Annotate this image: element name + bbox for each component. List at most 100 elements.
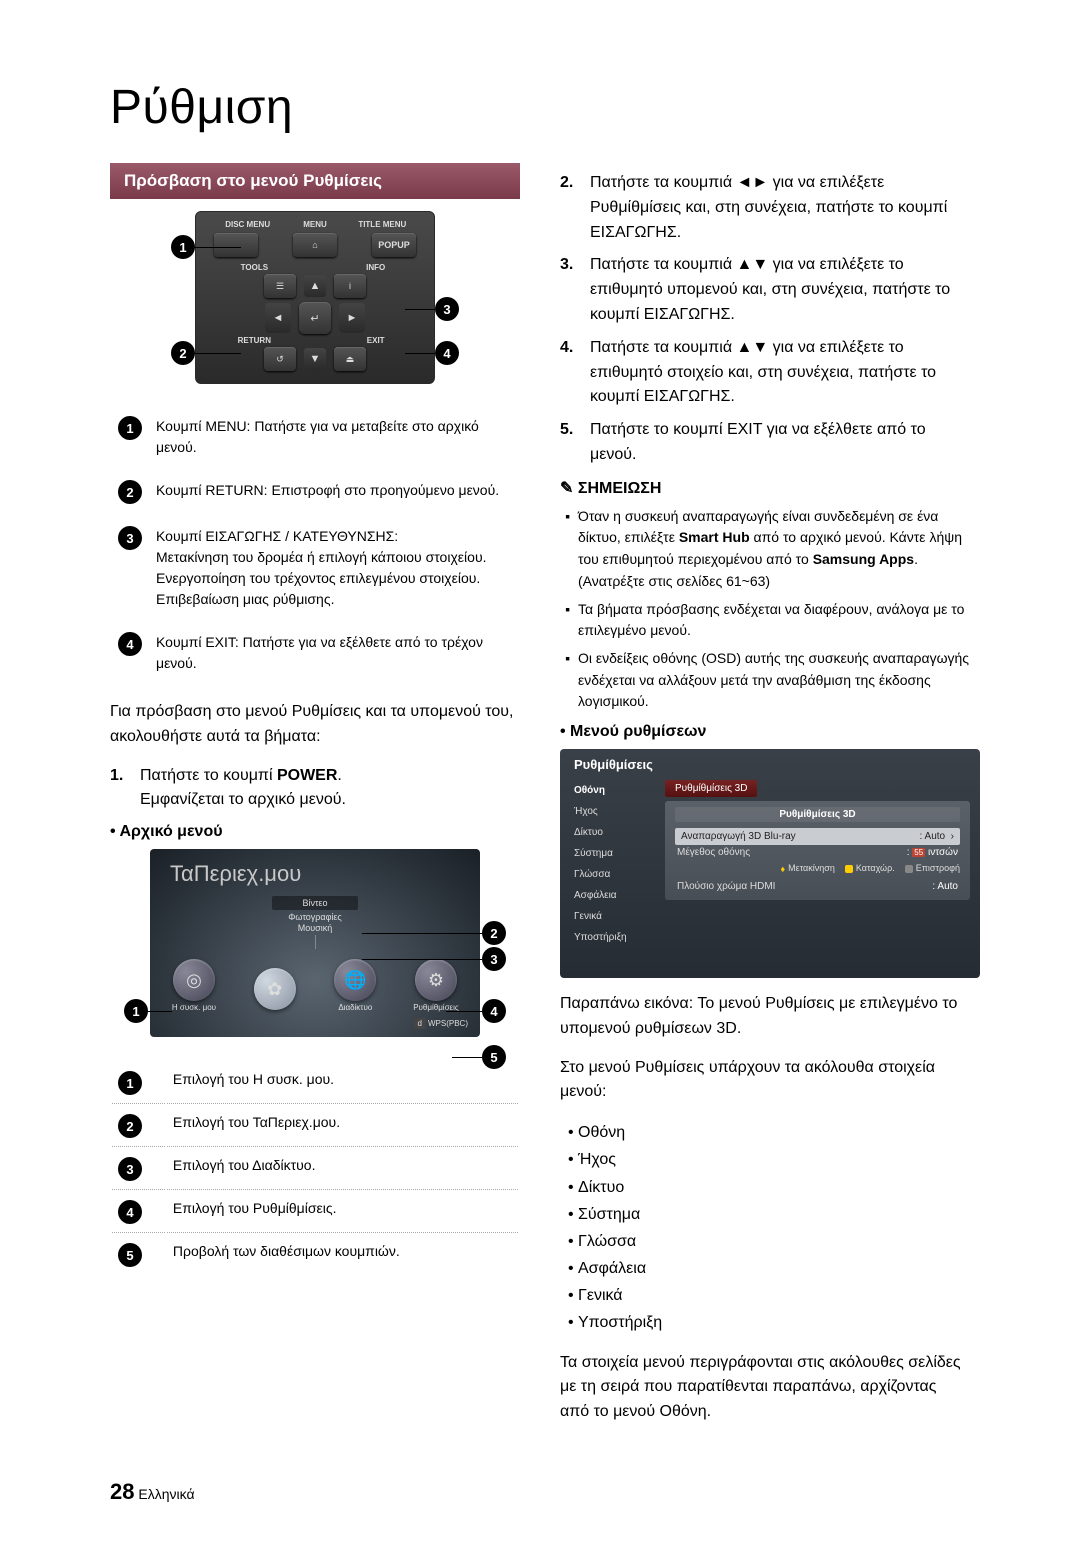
page-footer: 28 Ελληνικά <box>110 1479 970 1505</box>
menu-item: Γλώσσα <box>578 1228 970 1255</box>
home-callout-3: Επιλογή του Διαδίκτυο. <box>167 1149 518 1190</box>
page-title: Ρύθμιση <box>110 80 970 135</box>
step-1: 1. Πατήστε το κουμπί POWER. Εμφανίζεται … <box>110 764 520 814</box>
nav-display[interactable]: Οθόνη <box>560 780 665 801</box>
section-header: Πρόσβαση στο μενού Ρυθμίσεις <box>110 163 520 199</box>
callout-3-text: Κουμπί ΕΙΣΑΓΩΓΗΣ / ΚΑΤΕΥΘΥΝΣΗΣ: Μετακίνη… <box>150 516 518 620</box>
step-5: 5.Πατήστε το κουμπί EXIT για να εξέλθετε… <box>560 418 970 468</box>
menu-item: Ασφάλεια <box>578 1255 970 1282</box>
footer-text: WPS(PBC) <box>428 1019 468 1028</box>
remote-label: TITLE MENU <box>349 220 416 229</box>
remote-label: INFO <box>345 263 406 272</box>
note-3: Οι ενδείξεις οθόνης (OSD) αυτής της συσκ… <box>578 648 970 713</box>
settings-caption-2: Στο μενού Ρυθμίσεις υπάρχουν τα ακόλουθα… <box>560 1056 970 1106</box>
callout-marker-2: 2 <box>171 341 195 365</box>
content-columns: Πρόσβαση στο μενού Ρυθμίσεις DISC MENU M… <box>110 163 970 1439</box>
home-title: ΤαΠεριεχ.μου <box>150 861 480 887</box>
home-heading: • Αρχικό μενού <box>110 823 520 841</box>
remote-callouts-table: 1 Κουμπί MENU: Πατήστε για να μεταβείτε … <box>110 404 520 686</box>
settings-screen: Ρυθμίθμίσεις Οθόνη Ήχος Δίκτυο Σύστημα Γ… <box>560 749 980 978</box>
info-button[interactable]: i <box>334 274 366 298</box>
menu-item: Σύστημα <box>578 1201 970 1228</box>
nav-sound[interactable]: Ήχος <box>560 801 665 822</box>
step-3: 3.Πατήστε τα κουμπιά ▲▼ για να επιλέξετε… <box>560 253 970 327</box>
dpad-up[interactable]: ▲ <box>304 275 326 297</box>
remote: DISC MENU MENU TITLE MENU ⌂ POPUP TOOLS … <box>195 211 435 384</box>
nav-language[interactable]: Γλώσσα <box>560 864 665 885</box>
return-button[interactable]: ↺ <box>264 347 296 371</box>
step-4: 4.Πατήστε τα κουμπιά ▲▼ για να επιλέξετε… <box>560 336 970 410</box>
callout-2-text: Κουμπί RETURN: Επιστροφή στο προηγούμενο… <box>150 470 518 514</box>
left-column: Πρόσβαση στο μενού Ρυθμίσεις DISC MENU M… <box>110 163 520 1439</box>
home-marker-2: 2 <box>482 921 506 945</box>
home-callouts-table: 1Επιλογή του Η συσκ. μου. 2Επιλογή του Τ… <box>110 1061 520 1277</box>
remote-diagram: DISC MENU MENU TITLE MENU ⌂ POPUP TOOLS … <box>175 211 455 384</box>
dock-content[interactable]: ✿ <box>247 968 303 1012</box>
disc-menu-button[interactable] <box>214 233 258 257</box>
right-column: 2.Πατήστε τα κουμπιά ◄► για να επιλέξετε… <box>560 163 970 1439</box>
nav-support[interactable]: Υποστήριξη <box>560 927 665 948</box>
remote-label: TOOLS <box>224 263 285 272</box>
home-marker-4: 4 <box>482 999 506 1023</box>
home-callout-5: Προβολή των διαθέσιμων κουμπιών. <box>167 1235 518 1275</box>
tools-button[interactable]: ☰ <box>264 274 296 298</box>
home-marker-3: 3 <box>482 947 506 971</box>
settings-screen-diagram: Ρυθμίθμίσεις Οθόνη Ήχος Δίκτυο Σύστημα Γ… <box>560 749 980 978</box>
home-marker-1: 1 <box>124 999 148 1023</box>
dock-settings[interactable]: ⚙ Ρυθμίθμίσεις <box>408 959 464 1012</box>
home-cat-music[interactable]: Μουσική <box>150 923 480 933</box>
home-cat-video[interactable]: Βίντεο <box>272 896 357 910</box>
home-callout-2: Επιλογή του ΤαΠεριεχ.μου. <box>167 1106 518 1147</box>
home-marker-5: 5 <box>482 1045 506 1069</box>
home-cat-photos[interactable]: Φωτογραφίες <box>150 912 480 922</box>
remote-label: RETURN <box>224 336 285 345</box>
nav-network[interactable]: Δίκτυο <box>560 822 665 843</box>
home-callout-4: Επιλογή του Ρυθμίθμίσεις. <box>167 1192 518 1233</box>
dock-my-device[interactable]: ◎ Η συσκ. μου <box>166 959 222 1012</box>
exit-button[interactable]: ⏏ <box>334 347 366 371</box>
footer-chip: d <box>414 1018 426 1029</box>
menu-item: Υποστήριξη <box>578 1309 970 1336</box>
settings-title: Ρυθμίθμίσεις <box>560 749 980 780</box>
step-2: 2.Πατήστε τα κουμπιά ◄► για να επιλέξετε… <box>560 171 970 245</box>
menu-button[interactable]: ⌂ <box>293 233 337 257</box>
nav-general[interactable]: Γενικά <box>560 906 665 927</box>
settings-breadcrumb: Ρυθμίθμίσεις 3D <box>665 780 757 797</box>
nav-system[interactable]: Σύστημα <box>560 843 665 864</box>
dpad-down[interactable]: ▼ <box>304 348 326 370</box>
note-2: Τα βήματα πρόσβασης ενδέχεται να διαφέρο… <box>578 599 970 642</box>
popup-button[interactable]: POPUP <box>372 233 416 257</box>
menu-item: Οθόνη <box>578 1119 970 1146</box>
settings-nav: Οθόνη Ήχος Δίκτυο Σύστημα Γλώσσα Ασφάλει… <box>560 780 665 948</box>
note-list: Όταν η συσκευή αναπαραγωγής είναι συνδεδ… <box>578 506 970 713</box>
note-heading: ΣΗΜΕΙΩΣΗ <box>560 478 970 498</box>
dpad-right[interactable]: ► <box>339 303 365 333</box>
callout-marker-3: 3 <box>435 297 459 321</box>
dpad-left[interactable]: ◄ <box>265 303 291 333</box>
settings-row-hdmi-color[interactable]: Πλούσιο χρώμα HDMI : Auto <box>675 879 960 894</box>
settings-panel: Ρυθμίθμίσεις 3D Αναπαραγωγή 3D Blu-ray :… <box>665 801 970 900</box>
globe-icon: 🌐 <box>334 959 376 1001</box>
remote-label: DISC MENU <box>214 220 281 229</box>
intro-text: Για πρόσβαση στο μενού Ρυθμίσεις και τα … <box>110 700 520 750</box>
callout-marker-1: 1 <box>171 235 195 259</box>
settings-row-3d-playback[interactable]: Αναπαραγωγή 3D Blu-ray : Auto › <box>675 828 960 845</box>
menu-item: Ήχος <box>578 1146 970 1173</box>
dpad-enter[interactable]: ↵ <box>299 302 331 334</box>
callout-4-text: Κουμπί EXIT: Πατήστε για να εξέλθετε από… <box>150 622 518 684</box>
dock-internet[interactable]: 🌐 Διαδίκτυο <box>327 959 383 1012</box>
nav-security[interactable]: Ασφάλεια <box>560 885 665 906</box>
settings-hints: Μετακίνηση Καταχώρ. Επιστροφή <box>675 860 960 879</box>
disc-icon: ◎ <box>173 959 215 1001</box>
note-1: Όταν η συσκευή αναπαραγωγής είναι συνδεδ… <box>578 506 970 593</box>
panel-title: Ρυθμίθμίσεις 3D <box>675 807 960 822</box>
gear-icon: ⚙ <box>415 959 457 1001</box>
settings-row-screen-size[interactable]: Μέγεθος οθόνης : 55 ιντσών <box>675 845 960 860</box>
home-screen-diagram: ΤαΠεριεχ.μου Βίντεο Φωτογραφίες Μουσική … <box>130 849 500 1037</box>
menu-item: Δίκτυο <box>578 1174 970 1201</box>
menu-item: Γενικά <box>578 1282 970 1309</box>
settings-caption-1: Παραπάνω εικόνα: Το μενού Ρυθμίσεις με ε… <box>560 992 970 1042</box>
settings-heading: • Μενού ρυθμίσεων <box>560 723 970 741</box>
remote-label: MENU <box>281 220 348 229</box>
remote-label: EXIT <box>345 336 406 345</box>
